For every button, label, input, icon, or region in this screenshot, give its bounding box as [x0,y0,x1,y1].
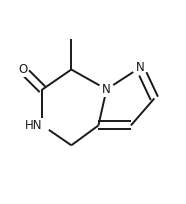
Text: N: N [102,83,111,96]
Text: HN: HN [25,119,42,132]
Text: N: N [136,61,144,74]
Text: O: O [18,63,27,76]
